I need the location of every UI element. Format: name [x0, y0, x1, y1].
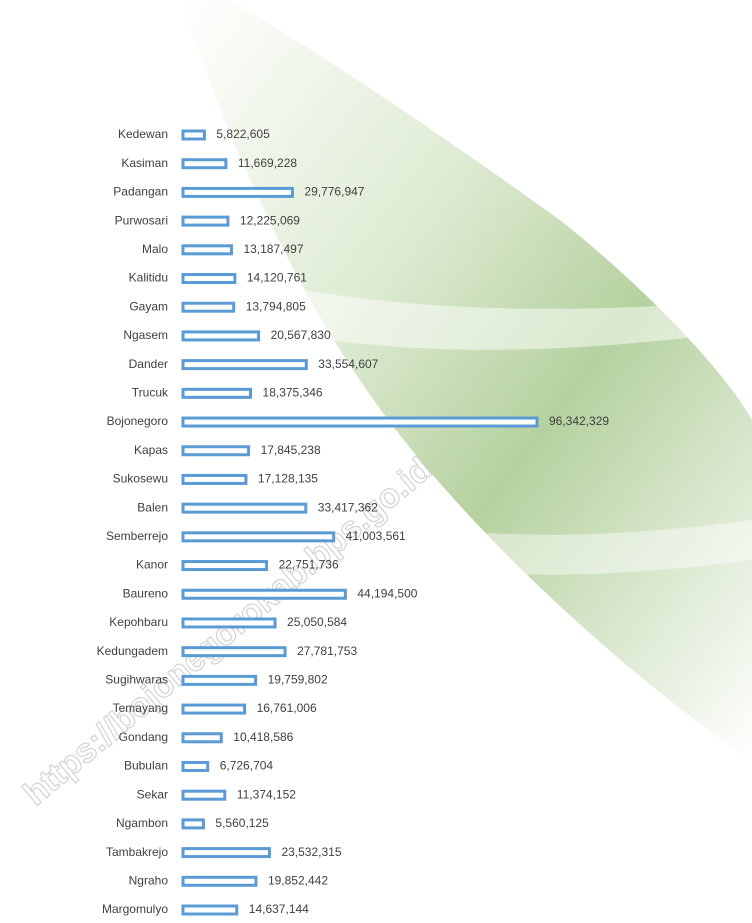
bar: [181, 789, 227, 801]
category-label: Kanor: [136, 558, 168, 572]
bar: [181, 531, 336, 543]
value-label: 25,050,584: [287, 615, 347, 629]
value-label: 27,781,753: [297, 644, 357, 658]
bar: [181, 129, 206, 141]
bar: [181, 588, 347, 600]
value-label: 16,761,006: [257, 701, 317, 715]
category-label: Balen: [137, 500, 168, 514]
category-label: Kapas: [134, 443, 168, 457]
category-label: Margomulyo: [102, 902, 168, 916]
bar: [181, 215, 230, 227]
value-label: 19,852,442: [268, 873, 328, 887]
category-label: Sekar: [137, 787, 168, 801]
category-label: Baureno: [123, 586, 169, 600]
category-label: Padangan: [113, 185, 168, 199]
category-label: Temayang: [113, 701, 168, 715]
bar: [181, 158, 228, 170]
bar: [181, 359, 308, 371]
value-label: 12,225,069: [240, 213, 300, 227]
bar: [181, 186, 294, 198]
bar: [181, 875, 258, 887]
value-label: 17,845,238: [261, 443, 321, 457]
value-label: 44,194,500: [357, 586, 417, 600]
bar: [181, 387, 253, 399]
bar: [181, 674, 258, 686]
bar: [181, 847, 271, 859]
category-label: Gondang: [119, 730, 168, 744]
category-label: Kedewan: [118, 127, 168, 141]
category-label: Sugihwaras: [105, 673, 168, 687]
value-label: 5,560,125: [215, 816, 269, 830]
value-label: 20,567,830: [271, 328, 331, 342]
category-label: Kalitidu: [129, 271, 168, 285]
category-label: Semberrejo: [106, 529, 168, 543]
category-label: Ngambon: [116, 816, 168, 830]
value-label: 11,669,228: [238, 156, 297, 170]
category-label: Ngraho: [129, 873, 169, 887]
value-label: 14,637,144: [249, 902, 309, 916]
value-label: 11,374,152: [237, 787, 296, 801]
category-label: Tambakrejo: [106, 845, 168, 859]
category-label: Kepohbaru: [109, 615, 168, 629]
bar: [181, 560, 269, 572]
value-label: 33,554,607: [318, 357, 378, 371]
bar: [181, 416, 539, 428]
value-label: 14,120,761: [247, 271, 307, 285]
category-label: Ngasem: [123, 328, 168, 342]
bar: [181, 703, 247, 715]
bar: [181, 301, 236, 313]
category-label: Dander: [129, 357, 168, 371]
decoration: [0, 380, 752, 575]
value-label: 23,532,315: [281, 845, 341, 859]
category-label: Sukosewu: [113, 472, 168, 486]
category-label: Kedungadem: [97, 644, 168, 658]
value-label: 18,375,346: [263, 386, 323, 400]
decoration: [180, 0, 752, 760]
value-label: 5,822,605: [216, 127, 270, 141]
value-label: 17,128,135: [258, 472, 318, 486]
bar: [181, 445, 251, 457]
bar: [181, 617, 277, 629]
value-label: 22,751,736: [279, 558, 339, 572]
value-label: 19,759,802: [268, 673, 328, 687]
value-label: 13,794,805: [246, 299, 306, 313]
value-label: 29,776,947: [304, 185, 364, 199]
category-label: Bubulan: [124, 759, 168, 773]
category-label: Purwosari: [115, 213, 168, 227]
bar: [181, 732, 223, 744]
bar: [181, 646, 287, 658]
value-label: 6,726,704: [220, 759, 274, 773]
bar: [181, 502, 308, 514]
value-label: 33,417,362: [318, 500, 378, 514]
bar: [181, 330, 261, 342]
bar: [181, 818, 205, 830]
value-label: 96,342,329: [549, 414, 609, 428]
value-label: 13,187,497: [243, 242, 303, 256]
bar: [181, 760, 210, 772]
decoration: [0, 200, 752, 350]
value-label: 41,003,561: [346, 529, 406, 543]
category-label: Kasiman: [121, 156, 168, 170]
bar: [181, 473, 248, 485]
category-label: Trucuk: [132, 386, 169, 400]
category-label: Bojonegoro: [107, 414, 169, 428]
bar: [181, 904, 239, 916]
category-label: Malo: [142, 242, 168, 256]
bar: [181, 244, 233, 256]
category-label: Gayam: [129, 299, 168, 313]
bar: [181, 273, 237, 285]
value-label: 10,418,586: [233, 730, 293, 744]
